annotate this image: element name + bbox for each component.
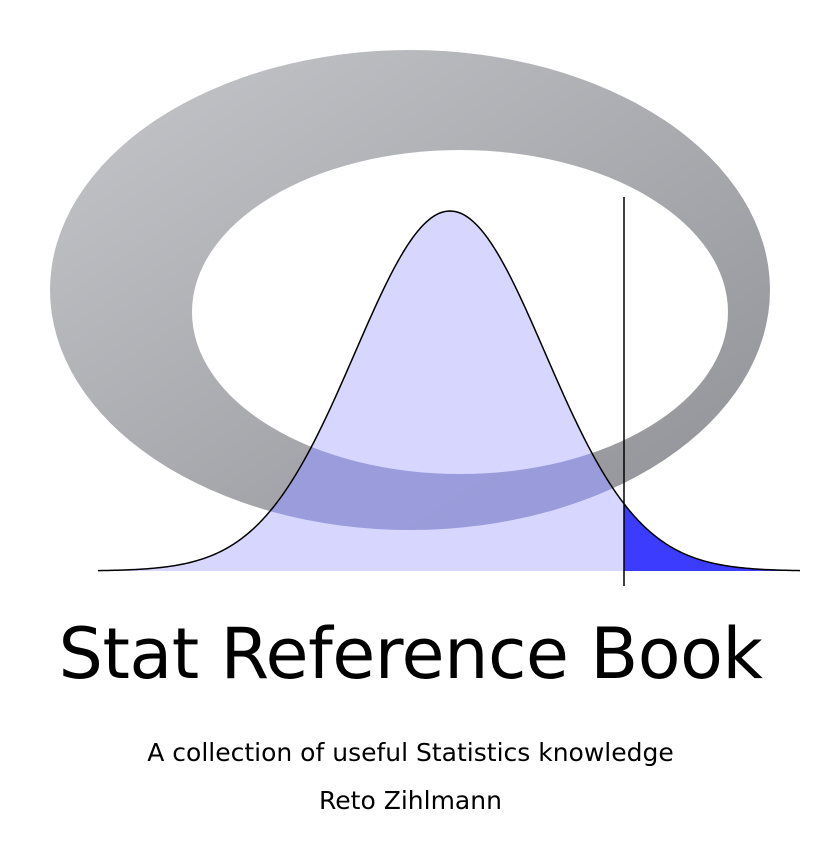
normal-distribution-curve-icon [98, 211, 800, 571]
book-subtitle: A collection of useful Statistics knowle… [147, 738, 674, 767]
book-title: Stat Reference Book [58, 613, 763, 695]
curve-outline [97, 210, 801, 572]
book-author: Reto Zihlmann [319, 786, 502, 815]
shaded-upper-tail-icon [624, 503, 800, 571]
cover-illustration [50, 50, 801, 586]
